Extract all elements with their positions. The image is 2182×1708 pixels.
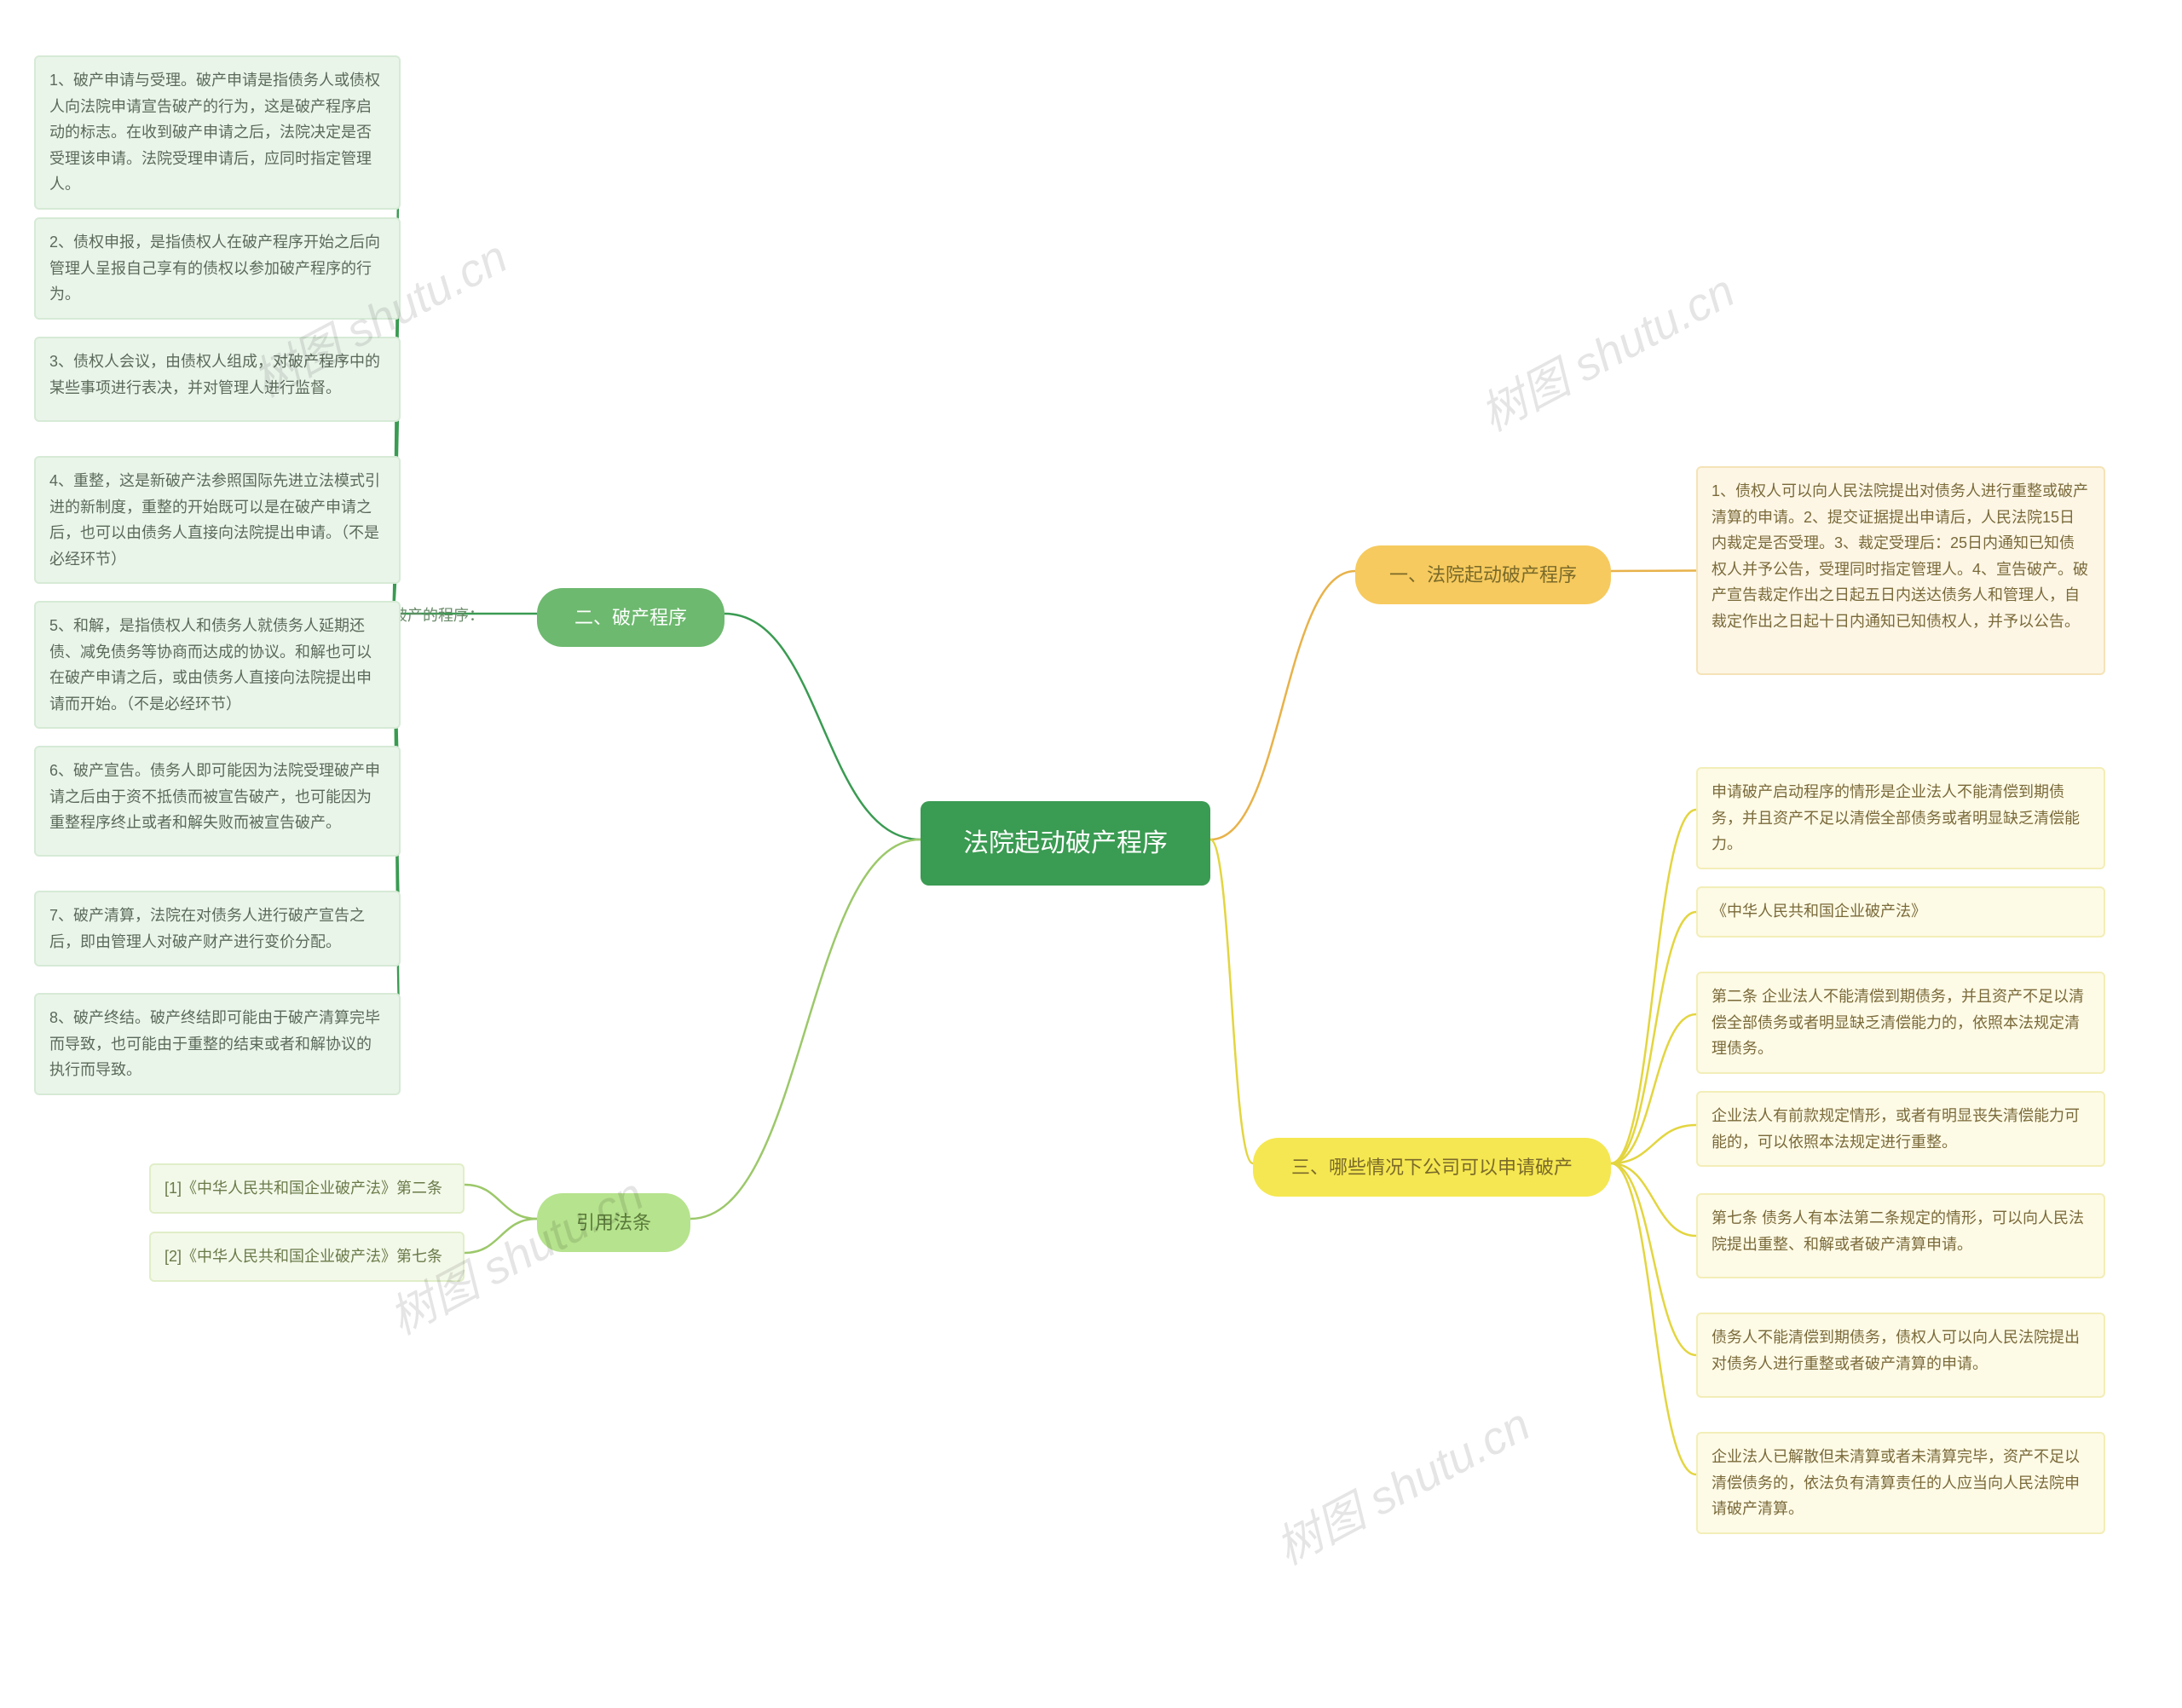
leaf-4-1-text: [1]《中华人民共和国企业破产法》第二条	[165, 1180, 442, 1197]
leaf-3-7-text: 企业法人已解散但未清算或者未清算完毕，资产不足以清偿债务的，依法负有清算责任的人…	[1712, 1448, 2080, 1517]
leaf-3-4-text: 企业法人有前款规定情形，或者有明显丧失清偿能力可能的，可以依照本法规定进行重整。	[1712, 1107, 2080, 1151]
leaf-2-3-text: 3、债权人会议，由债权人组成，对破产程序中的某些事项进行表决，并对管理人进行监督…	[49, 353, 380, 396]
branch-4: 引用法条	[537, 1193, 690, 1252]
leaf-3-7: 企业法人已解散但未清算或者未清算完毕，资产不足以清偿债务的，依法负有清算责任的人…	[1696, 1432, 2105, 1534]
branch-2: 二、破产程序	[537, 588, 724, 647]
leaf-2-6: 6、破产宣告。债务人即可能因为法院受理破产申请之后由于资不抵债而被宣告破产，也可…	[34, 746, 401, 857]
leaf-3-2: 《中华人民共和国企业破产法》	[1696, 886, 2105, 938]
leaf-2-6-text: 6、破产宣告。债务人即可能因为法院受理破产申请之后由于资不抵债而被宣告破产，也可…	[49, 762, 380, 831]
leaf-1-1-text: 1、债权人可以向人民法院提出对债务人进行重整或破产清算的申请。2、提交证据提出申…	[1712, 482, 2088, 630]
leaf-2-4-text: 4、重整，这是新破产法参照国际先进立法模式引进的新制度，重整的开始既可以是在破产…	[49, 472, 380, 568]
leaf-3-3-text: 第二条 企业法人不能清偿到期债务，并且资产不足以清偿全部债务或者明显缺乏清偿能力…	[1712, 988, 2084, 1057]
branch-1: 一、法院起动破产程序	[1355, 545, 1611, 604]
leaf-2-1: 1、破产申请与受理。破产申请是指债务人或债权人向法院申请宣告破产的行为，这是破产…	[34, 55, 401, 210]
leaf-2-8: 8、破产终结。破产终结即可能由于破产清算完毕而导致，也可能由于重整的结束或者和解…	[34, 993, 401, 1095]
leaf-3-5-text: 第七条 债务人有本法第二条规定的情形，可以向人民法院提出重整、和解或者破产清算申…	[1712, 1209, 2084, 1253]
leaf-2-3: 3、债权人会议，由债权人组成，对破产程序中的某些事项进行表决，并对管理人进行监督…	[34, 337, 401, 422]
branch-3: 三、哪些情况下公司可以申请破产	[1253, 1138, 1611, 1197]
leaf-2-2: 2、债权申报，是指债权人在破产程序开始之后向管理人呈报自己享有的债权以参加破产程…	[34, 217, 401, 320]
leaf-2-4: 4、重整，这是新破产法参照国际先进立法模式引进的新制度，重整的开始既可以是在破产…	[34, 456, 401, 584]
leaf-2-7: 7、破产清算，法院在对债务人进行破产宣告之后，即由管理人对破产财产进行变价分配。	[34, 891, 401, 967]
leaf-4-2-text: [2]《中华人民共和国企业破产法》第七条	[165, 1248, 442, 1265]
leaf-2-8-text: 8、破产终结。破产终结即可能由于破产清算完毕而导致，也可能由于重整的结束或者和解…	[49, 1009, 380, 1078]
leaf-2-5-text: 5、和解，是指债权人和债务人就债务人延期还债、减免债务等协商而达成的协议。和解也…	[49, 617, 372, 713]
leaf-3-6-text: 债务人不能清偿到期债务，债权人可以向人民法院提出对债务人进行重整或者破产清算的申…	[1712, 1329, 2080, 1372]
watermark: 树图 shutu.cn	[1467, 254, 1745, 444]
leaf-3-1: 申请破产启动程序的情形是企业法人不能清偿到期债务，并且资产不足以清偿全部债务或者…	[1696, 767, 2105, 869]
leaf-1-1: 1、债权人可以向人民法院提出对债务人进行重整或破产清算的申请。2、提交证据提出申…	[1696, 466, 2105, 675]
root-label: 法院起动破产程序	[963, 829, 1168, 857]
leaf-3-2-text: 《中华人民共和国企业破产法》	[1712, 903, 1926, 920]
leaf-3-3: 第二条 企业法人不能清偿到期债务，并且资产不足以清偿全部债务或者明显缺乏清偿能力…	[1696, 972, 2105, 1074]
branch-2-sublabel: 破产的程序：	[392, 603, 484, 626]
leaf-3-5: 第七条 债务人有本法第二条规定的情形，可以向人民法院提出重整、和解或者破产清算申…	[1696, 1193, 2105, 1278]
leaf-2-1-text: 1、破产申请与受理。破产申请是指债务人或债权人向法院申请宣告破产的行为，这是破产…	[49, 72, 380, 193]
leaf-3-6: 债务人不能清偿到期债务，债权人可以向人民法院提出对债务人进行重整或者破产清算的申…	[1696, 1313, 2105, 1398]
leaf-3-4: 企业法人有前款规定情形，或者有明显丧失清偿能力可能的，可以依照本法规定进行重整。	[1696, 1091, 2105, 1167]
branch-1-label: 一、法院起动破产程序	[1389, 564, 1577, 586]
root-node: 法院起动破产程序	[921, 801, 1210, 886]
leaf-4-1: [1]《中华人民共和国企业破产法》第二条	[149, 1163, 465, 1214]
watermark: 树图 shutu.cn	[1262, 1388, 1540, 1578]
leaf-4-2: [2]《中华人民共和国企业破产法》第七条	[149, 1232, 465, 1282]
leaf-2-2-text: 2、债权申报，是指债权人在破产程序开始之后向管理人呈报自己享有的债权以参加破产程…	[49, 234, 380, 303]
mindmap-canvas: 法院起动破产程序 一、法院起动破产程序 二、破产程序 破产的程序： 三、哪些情况…	[0, 0, 2182, 1708]
leaf-2-5: 5、和解，是指债权人和债务人就债务人延期还债、减免债务等协商而达成的协议。和解也…	[34, 601, 401, 729]
branch-4-label: 引用法条	[576, 1212, 651, 1233]
leaf-3-1-text: 申请破产启动程序的情形是企业法人不能清偿到期债务，并且资产不足以清偿全部债务或者…	[1712, 783, 2080, 852]
leaf-2-7-text: 7、破产清算，法院在对债务人进行破产宣告之后，即由管理人对破产财产进行变价分配。	[49, 907, 365, 950]
branch-3-label: 三、哪些情况下公司可以申请破产	[1291, 1157, 1573, 1178]
branch-2-label: 二、破产程序	[574, 607, 687, 628]
